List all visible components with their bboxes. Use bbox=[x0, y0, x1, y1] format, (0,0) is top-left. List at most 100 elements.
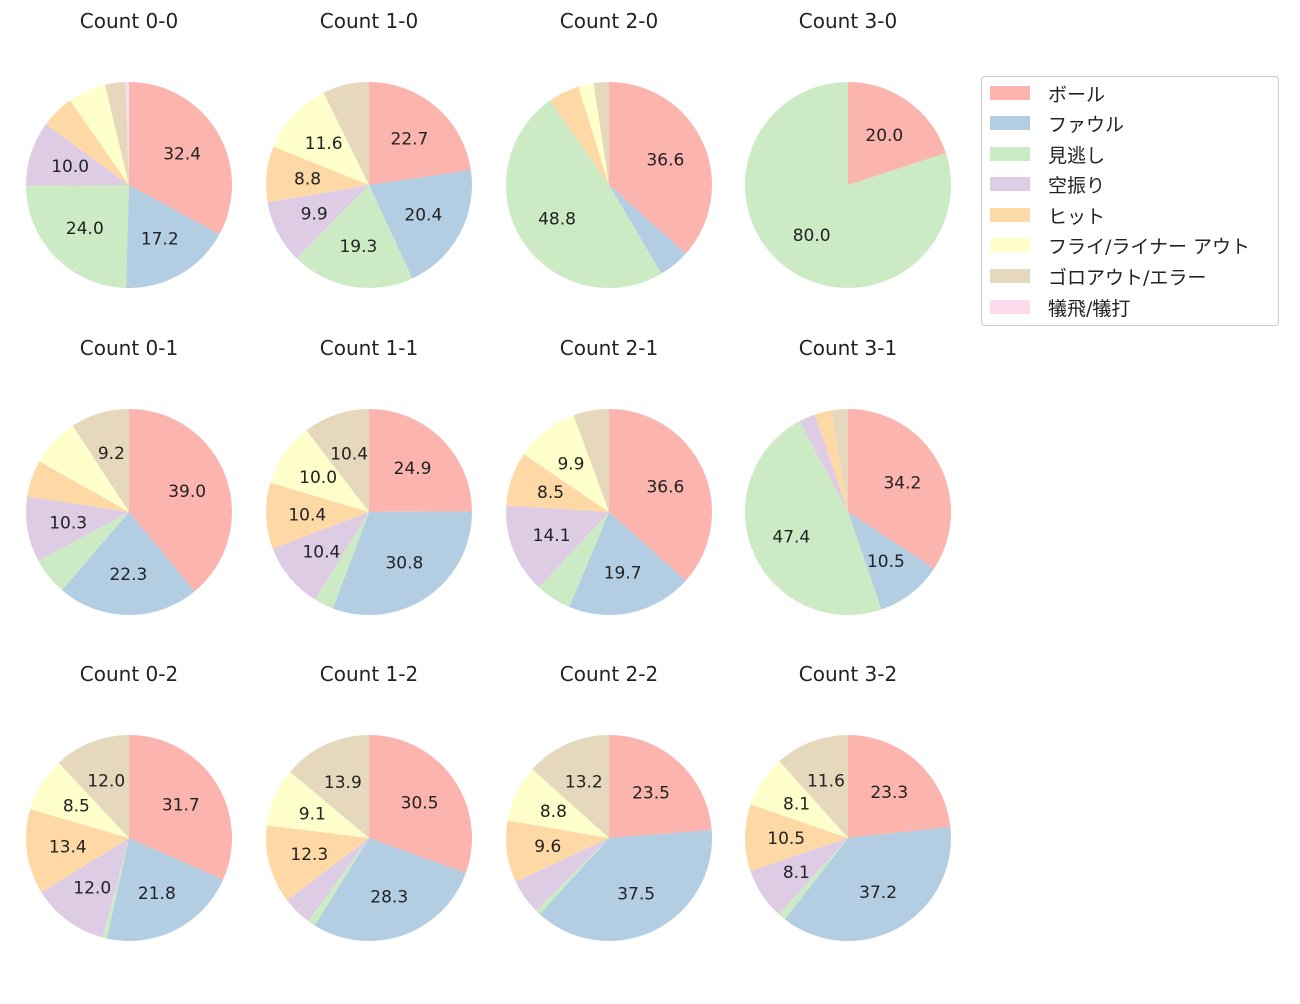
legend-item: ゴロアウト/エラー bbox=[990, 264, 1206, 289]
pie-slice bbox=[72, 409, 129, 512]
pie-slice bbox=[296, 185, 413, 288]
pie-slice-label: 28.3 bbox=[370, 887, 408, 907]
pie-title: Count 1-1 bbox=[320, 336, 418, 360]
pie-slice bbox=[578, 83, 609, 185]
legend-swatch bbox=[990, 86, 1030, 100]
pie-slice bbox=[369, 735, 473, 874]
pie-slice-label: 30.5 bbox=[401, 794, 439, 814]
pie-slice-label: 36.6 bbox=[646, 151, 684, 171]
pie-slice bbox=[102, 838, 129, 939]
pie-slice bbox=[129, 82, 232, 235]
pie-slice-label: 22.3 bbox=[109, 565, 147, 585]
pie-slice bbox=[266, 771, 369, 838]
pie-slice bbox=[848, 735, 951, 838]
pie-slice-label: 13.2 bbox=[565, 773, 603, 793]
pie-slice bbox=[573, 409, 609, 512]
pie-slice-label: 9.6 bbox=[534, 837, 561, 857]
pie-slice bbox=[506, 454, 609, 512]
pie-slice bbox=[38, 512, 129, 591]
pie-slice-label: 24.0 bbox=[66, 219, 104, 239]
pie-slice bbox=[104, 82, 129, 185]
pie-slice-label: 47.4 bbox=[772, 528, 810, 548]
legend-swatch bbox=[990, 177, 1030, 191]
pie-slice bbox=[505, 820, 609, 882]
pie-slice bbox=[750, 838, 848, 915]
pie-slice bbox=[848, 409, 952, 569]
pie-slice bbox=[26, 124, 129, 186]
legend-swatch bbox=[990, 300, 1030, 314]
pie-slice bbox=[27, 461, 130, 512]
pie-slice bbox=[535, 838, 609, 915]
legend-item: 空振り bbox=[990, 172, 1106, 197]
pie-slice bbox=[308, 838, 369, 926]
pie-slice-label: 8.5 bbox=[537, 483, 564, 503]
pie-title: Count 0-1 bbox=[80, 336, 178, 360]
pie-title: Count 2-1 bbox=[560, 336, 658, 360]
pie-slice bbox=[58, 735, 130, 838]
pie-slice bbox=[814, 410, 848, 512]
legend-item: 犠飛/犠打 bbox=[990, 295, 1130, 320]
pie-slice bbox=[848, 512, 935, 610]
legend-label: 空振り bbox=[1048, 174, 1106, 197]
pie-slice bbox=[45, 100, 129, 185]
pie-slice-label: 19.7 bbox=[604, 563, 642, 583]
pie-slice-label: 9.1 bbox=[299, 804, 326, 824]
pie-slice bbox=[306, 409, 369, 512]
pie-slice-label: 11.6 bbox=[807, 771, 845, 791]
pie-slice-label: 34.2 bbox=[883, 474, 921, 494]
pie-slice-label: 13.4 bbox=[49, 837, 87, 857]
pie-slice bbox=[129, 735, 233, 880]
pie-slice bbox=[507, 769, 609, 838]
pie-slice-label: 37.2 bbox=[859, 883, 897, 903]
pie-slice bbox=[106, 838, 224, 941]
pie-slice-label: 31.7 bbox=[162, 795, 200, 815]
pie-slice-label: 17.2 bbox=[141, 230, 179, 250]
pie-slice-label: 30.8 bbox=[385, 554, 423, 574]
pie-title: Count 3-0 bbox=[799, 9, 897, 33]
pie-slice-label: 8.8 bbox=[540, 802, 567, 822]
pie-slice bbox=[532, 735, 609, 838]
pie-slice bbox=[523, 415, 609, 512]
pie-title: Count 1-2 bbox=[320, 662, 418, 686]
pie-slice bbox=[609, 409, 713, 581]
pie-slice bbox=[539, 830, 712, 941]
pie-slice-label: 10.4 bbox=[302, 542, 340, 562]
legend-label: フライ/ライナー アウト bbox=[1048, 235, 1251, 258]
pie-slice-label: 10.5 bbox=[767, 829, 805, 849]
pie-slice-label: 10.0 bbox=[299, 468, 337, 488]
pie-slice bbox=[369, 82, 471, 185]
legend-swatch bbox=[990, 238, 1030, 252]
legend-label: ボール bbox=[1048, 83, 1106, 106]
pie-slice bbox=[26, 185, 129, 288]
pie-slice-label: 8.8 bbox=[294, 169, 321, 189]
pie-slice bbox=[831, 409, 848, 512]
pie-slice bbox=[270, 430, 369, 512]
pie-slice-label: 13.9 bbox=[324, 773, 362, 793]
pie-slice bbox=[750, 761, 848, 838]
pie-slice bbox=[272, 512, 369, 600]
pie-title: Count 2-2 bbox=[560, 662, 658, 686]
pie-title: Count 3-1 bbox=[799, 336, 897, 360]
pie-slice bbox=[314, 838, 466, 941]
pie-slice bbox=[744, 804, 848, 872]
pie-title: Count 2-0 bbox=[560, 9, 658, 33]
legend-label: 見逃し bbox=[1048, 144, 1106, 167]
legend: ボール ファウル 見逃し 空振り ヒット フライ/ライナー アウト ゴロアウト/… bbox=[981, 76, 1279, 326]
pie-slice bbox=[369, 409, 472, 512]
pie-slice bbox=[267, 185, 369, 259]
pie-slice-label: 32.4 bbox=[163, 144, 201, 164]
pie-slice bbox=[609, 735, 712, 838]
pie-slice-label: 8.1 bbox=[783, 795, 810, 815]
pie-title: Count 0-0 bbox=[80, 9, 178, 33]
pie-slice-label: 39.0 bbox=[168, 482, 206, 502]
legend-item: ヒット bbox=[990, 203, 1105, 228]
pie-slice-label: 9.9 bbox=[557, 454, 584, 474]
pie-slice-label: 14.1 bbox=[533, 526, 571, 546]
pie-slice bbox=[505, 505, 609, 588]
pie-slice-label: 11.6 bbox=[305, 134, 343, 154]
pie-slice bbox=[39, 425, 129, 512]
pie-slice-label: 24.9 bbox=[394, 459, 432, 479]
pie-slice-label: 10.4 bbox=[288, 505, 326, 525]
pie-slice bbox=[129, 409, 232, 592]
